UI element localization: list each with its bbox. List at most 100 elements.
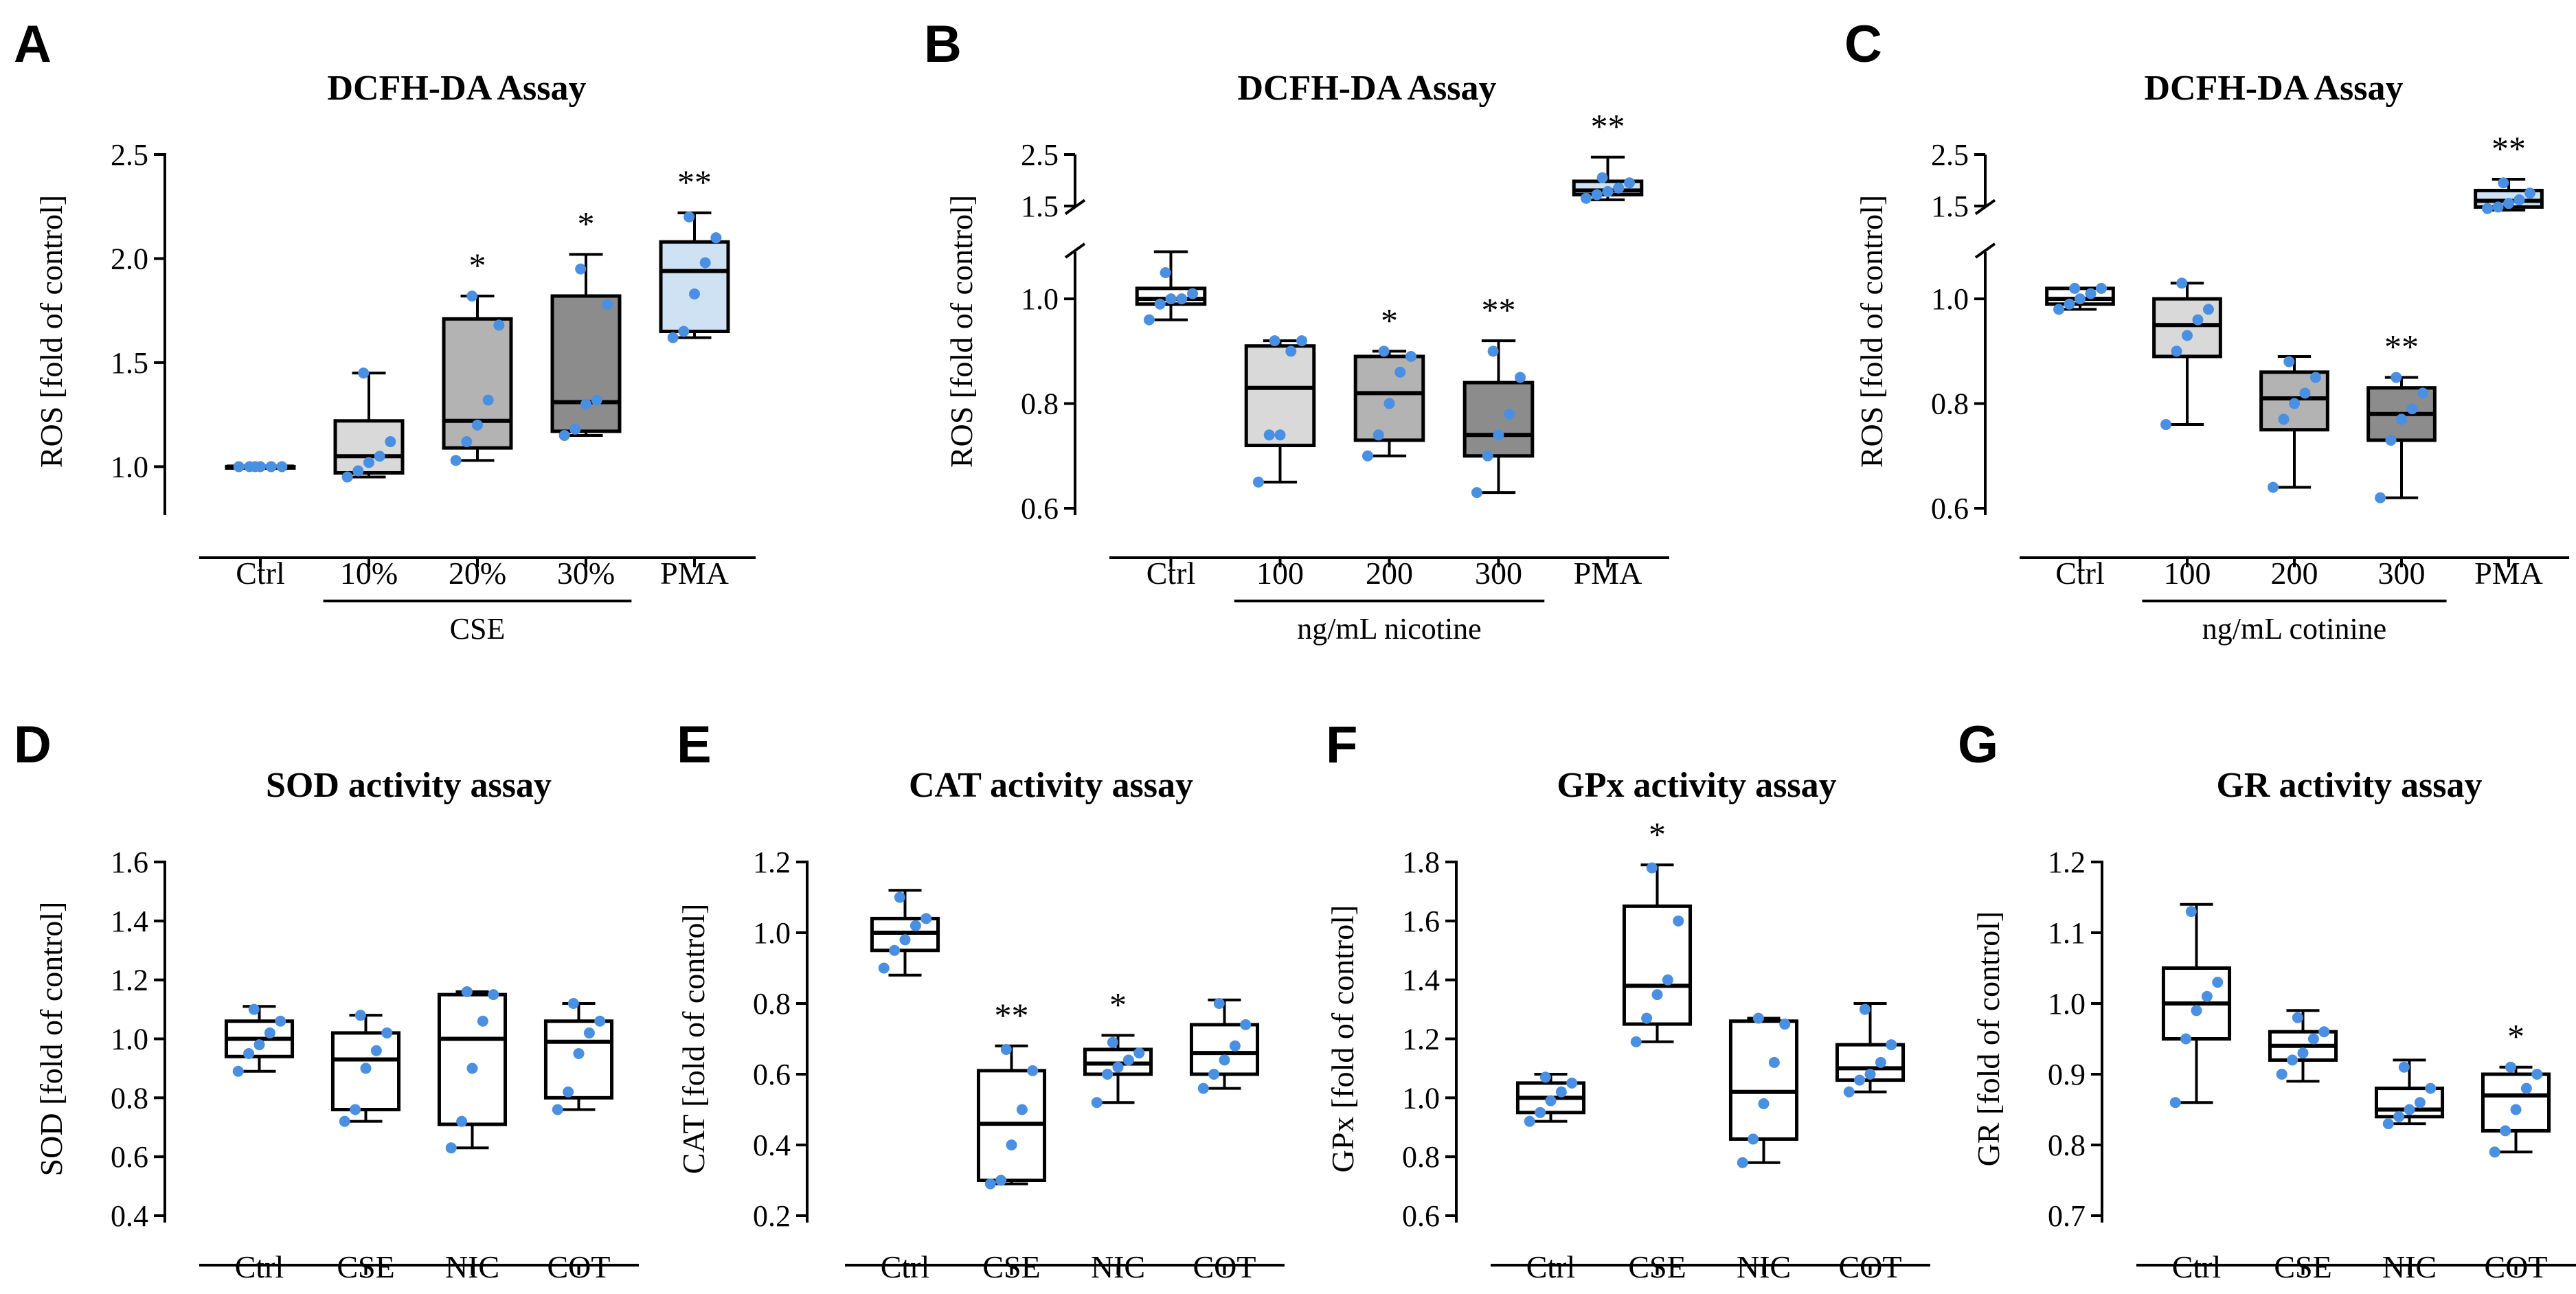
box-20%: * [442,246,513,466]
data-point [2307,1033,2319,1045]
data-point [1493,429,1504,441]
x-tick-label: Ctrl [236,556,285,591]
box-PMA: ** [659,163,730,343]
data-point [2292,1012,2303,1023]
y-tick-label: 0.6 [111,1140,148,1174]
data-point [2276,1069,2287,1080]
data-point [1471,487,1482,499]
data-point [466,1063,478,1074]
data-point [1779,1019,1791,1030]
data-point [580,398,591,410]
box-CSE [2268,1009,2338,1083]
data-point [1535,1106,1546,1118]
data-point [689,288,700,299]
y-tick-label: 0.6 [753,1058,791,1091]
x-tick-label: COT [1193,1249,1256,1284]
y-tick-label: 2.0 [111,242,148,275]
y-axis-title: ROS [fold of control] [34,195,69,468]
data-point [248,1003,260,1015]
x-tick-label: 200 [2271,556,2318,591]
data-point [2375,492,2386,503]
data-point [2318,1026,2330,1038]
y-tick-label: 0.9 [2048,1058,2086,1091]
data-point [1758,1098,1770,1109]
data-point [1219,1054,1230,1066]
chart-title: DCFH-DA Assay [2144,69,2403,108]
x-tick-label: PMA [660,556,729,591]
data-point [2191,1005,2202,1017]
chart-title: DCFH-DA Assay [1237,69,1496,108]
data-point [1662,974,1673,986]
x-tick-label: NIC [1091,1249,1145,1284]
data-point [385,436,396,448]
data-point [2385,434,2397,446]
iqr-box [1244,344,1316,448]
iqr-box [659,240,730,333]
y-tick-label: 0.8 [1931,387,1969,421]
data-point [573,1047,585,1059]
x-tick-label: COT [547,1249,611,1284]
panel-b: B DCFH-DA Assay ROS [fold of control] 0.6 0.… [924,15,1669,646]
panel-a: A DCFH-DA Assay ROS [fold of control] 1.0 1.… [14,15,756,646]
data-point [2498,177,2509,189]
data-point [2505,1061,2516,1073]
box-CSE [330,1010,401,1127]
y-tick-label: 1.5 [1931,190,1969,223]
data-point [1555,1086,1567,1098]
data-point [1843,1086,1855,1098]
data-point [1752,1012,1764,1024]
data-point [360,1063,372,1074]
data-point [2489,1146,2500,1158]
data-point [894,892,905,903]
data-point [1285,345,1297,357]
data-point [2095,282,2107,294]
iqr-box [1462,381,1535,458]
box-Ctrl [1135,250,1207,326]
data-point [2396,413,2407,425]
y-axis-title: ROS [fold of control] [1854,195,1889,468]
box-NIC: * [1083,985,1153,1109]
data-point [878,962,890,974]
data-point [1165,293,1177,305]
data-point [667,332,679,343]
y-tick-label: 1.1 [2048,916,2086,950]
iqr-box [1728,1019,1799,1141]
box-Ctrl [2045,282,2115,315]
data-point [1187,288,1199,299]
panel-letter: C [1844,15,1882,73]
data-point [275,1015,286,1027]
data-point [567,998,579,1009]
data-point [1252,476,1264,488]
chart-title: DCFH-DA Assay [327,69,586,108]
panel-d: D SOD activity assay SOD [fold of control]… [14,716,639,1284]
data-point [2531,1069,2543,1080]
group-label: ng/mL nicotine [1297,612,1481,646]
box-200: * [1353,301,1425,462]
y-tick-label: 2.5 [1021,138,1059,172]
data-point [354,1010,366,1021]
panel-letter: A [14,15,52,73]
significance-marker: ** [677,163,712,201]
data-point [253,1039,265,1051]
y-tick-label: 2.5 [111,138,148,172]
data-point [352,465,364,477]
y-tick-label: 1.2 [1402,1023,1440,1056]
x-tick-label: 200 [1366,556,1413,591]
significance-marker: * [1109,985,1127,1023]
y-axis-title: ROS [fold of control] [944,195,979,468]
data-point [678,326,690,337]
x-tick-label: 100 [1256,556,1304,591]
data-point [1378,345,1390,357]
data-point [2482,203,2494,214]
significance-marker: * [2507,1017,2524,1056]
data-point [569,423,581,435]
data-point [2171,345,2182,357]
data-point [341,471,353,483]
significance-marker: * [1649,815,1666,853]
panel-letter: B [924,15,962,73]
box-10% [333,367,405,483]
box-30%: * [550,204,622,441]
data-point [450,455,462,466]
y-tick-label: 2.5 [1931,138,1969,172]
data-point [889,944,901,956]
